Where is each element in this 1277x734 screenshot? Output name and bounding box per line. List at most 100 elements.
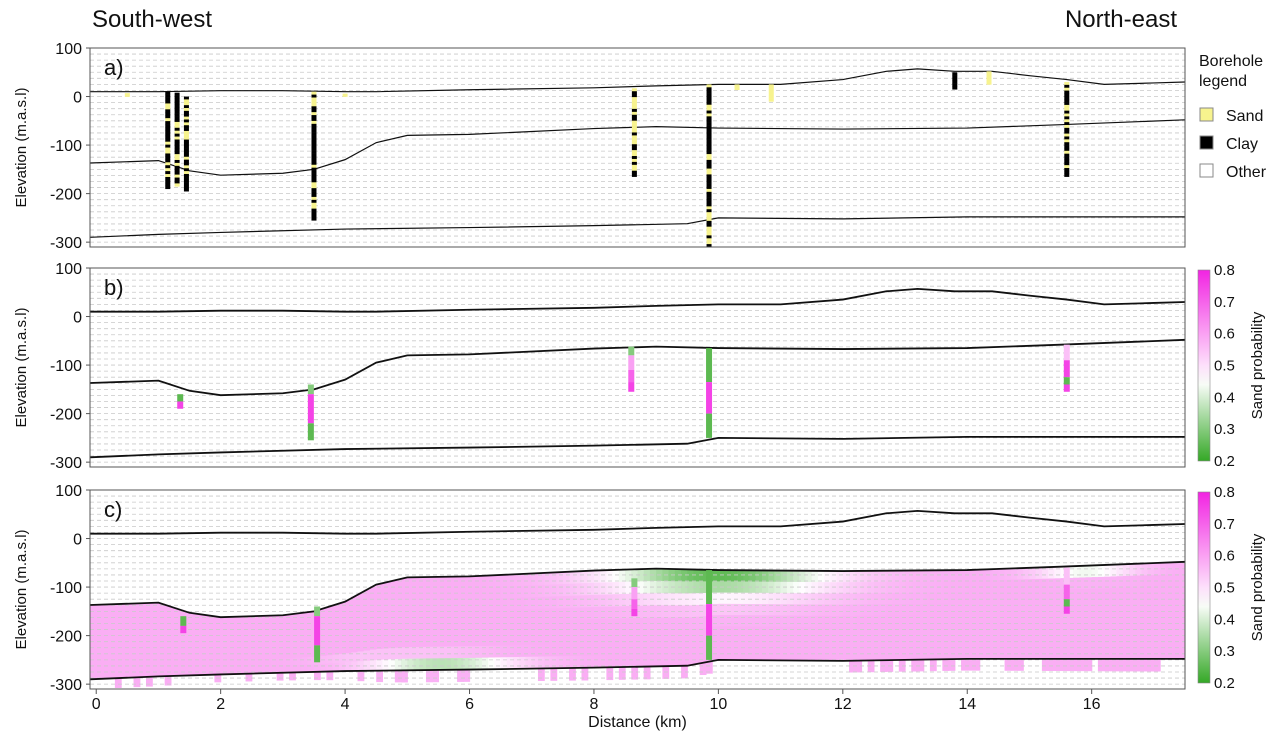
- probability-field: [90, 561, 1185, 688]
- borehole-segment: [952, 72, 958, 76]
- field-cell: [979, 591, 987, 604]
- y-tick-label: -100: [50, 138, 82, 155]
- field-cell: [867, 626, 875, 639]
- field-cell: [612, 618, 620, 632]
- field-cell: [786, 637, 794, 650]
- field-cell: [506, 586, 514, 599]
- field-cell: [712, 570, 719, 582]
- borehole-segment: [706, 168, 712, 172]
- borehole-segment: [1064, 165, 1070, 169]
- borehole-segment: [311, 135, 317, 139]
- borehole-segment: [706, 142, 712, 146]
- field-cell: [718, 570, 726, 582]
- borehole-segment: [174, 130, 180, 134]
- field-cell: [1160, 634, 1167, 648]
- field-cell: [531, 644, 539, 658]
- field-cell: [985, 614, 993, 626]
- field-cell: [295, 635, 303, 644]
- field-cell: [855, 604, 863, 617]
- log-segment: [706, 413, 713, 438]
- field-cell: [942, 570, 950, 582]
- field-cell: [164, 640, 172, 651]
- field-cell: [500, 633, 508, 647]
- borehole-segment: [183, 148, 189, 152]
- field-cell: [880, 637, 887, 650]
- field-cell: [768, 637, 775, 650]
- field-cell: [133, 649, 141, 660]
- log-segment: [1063, 360, 1070, 378]
- field-cell: [226, 631, 234, 639]
- field-cell: [1166, 646, 1174, 660]
- field-cell: [898, 581, 906, 594]
- field-cell: [320, 663, 328, 673]
- field-cell: [139, 612, 147, 623]
- borehole-segment: [183, 173, 189, 178]
- field-cell: [1073, 600, 1080, 614]
- borehole-segment: [706, 116, 712, 120]
- field-cell: [133, 603, 141, 614]
- field-cell: [1147, 646, 1155, 660]
- field-cell: [1097, 576, 1105, 590]
- field-cell: [699, 616, 707, 629]
- field-cell: [967, 581, 975, 593]
- field-cell: [1085, 577, 1093, 590]
- borehole-segment: [706, 238, 712, 242]
- field-cell: [1073, 624, 1080, 637]
- field-cell: [289, 650, 296, 659]
- field-cell: [973, 580, 981, 593]
- field-cell: [195, 659, 203, 669]
- field-cell: [1041, 624, 1049, 637]
- field-cell: [102, 660, 110, 670]
- field-cell: [257, 666, 265, 674]
- field-cell: [687, 605, 695, 618]
- field-cell: [1097, 600, 1105, 613]
- field-cell: [413, 658, 421, 671]
- borehole-segment: [311, 185, 317, 189]
- field-cell: [774, 570, 782, 583]
- field-cell: [730, 648, 738, 661]
- borehole-segment: [1064, 170, 1070, 175]
- field-cell: [985, 625, 993, 638]
- field-cell: [1178, 598, 1185, 612]
- field-cell: [239, 630, 247, 639]
- field-cell: [363, 630, 371, 641]
- field-cell: [625, 618, 632, 631]
- field-cell: [102, 623, 110, 633]
- field-cell: [836, 627, 844, 639]
- field-cell: [842, 638, 850, 651]
- borehole-segment: [1064, 116, 1070, 120]
- borehole-segment: [706, 206, 712, 210]
- borehole-segment: [183, 153, 189, 158]
- field-cell: [656, 654, 663, 667]
- field-cell: [1104, 588, 1111, 601]
- field-cell: [1073, 566, 1080, 579]
- field-cell: [419, 635, 427, 648]
- field-cell: [282, 665, 290, 674]
- field-cell: [432, 669, 440, 683]
- field-cell: [282, 650, 290, 659]
- field-cell: [911, 581, 919, 594]
- field-cell: [170, 607, 178, 617]
- borehole-segment: [183, 139, 189, 143]
- borehole-segment: [183, 99, 189, 103]
- field-cell: [1116, 588, 1124, 601]
- field-cell: [251, 630, 259, 639]
- field-cell: [282, 614, 290, 623]
- field-cell: [961, 592, 968, 605]
- borehole-segment: [183, 105, 189, 109]
- y-tick-label: -200: [50, 629, 82, 646]
- field-cell: [1079, 589, 1087, 602]
- field-cell: [1116, 611, 1124, 625]
- field-cell: [531, 632, 539, 646]
- field-cell: [500, 598, 508, 611]
- field-cell: [270, 615, 278, 624]
- field-cell: [1041, 590, 1049, 603]
- field-cell: [755, 626, 763, 639]
- field-cell: [1178, 646, 1185, 660]
- field-cell: [1073, 635, 1080, 648]
- borehole-segment: [165, 126, 171, 131]
- borehole-segment: [1064, 130, 1070, 134]
- colorbar-tick-label: 0.5: [1214, 580, 1235, 597]
- field-cell: [525, 633, 533, 646]
- field-cell: [569, 631, 576, 645]
